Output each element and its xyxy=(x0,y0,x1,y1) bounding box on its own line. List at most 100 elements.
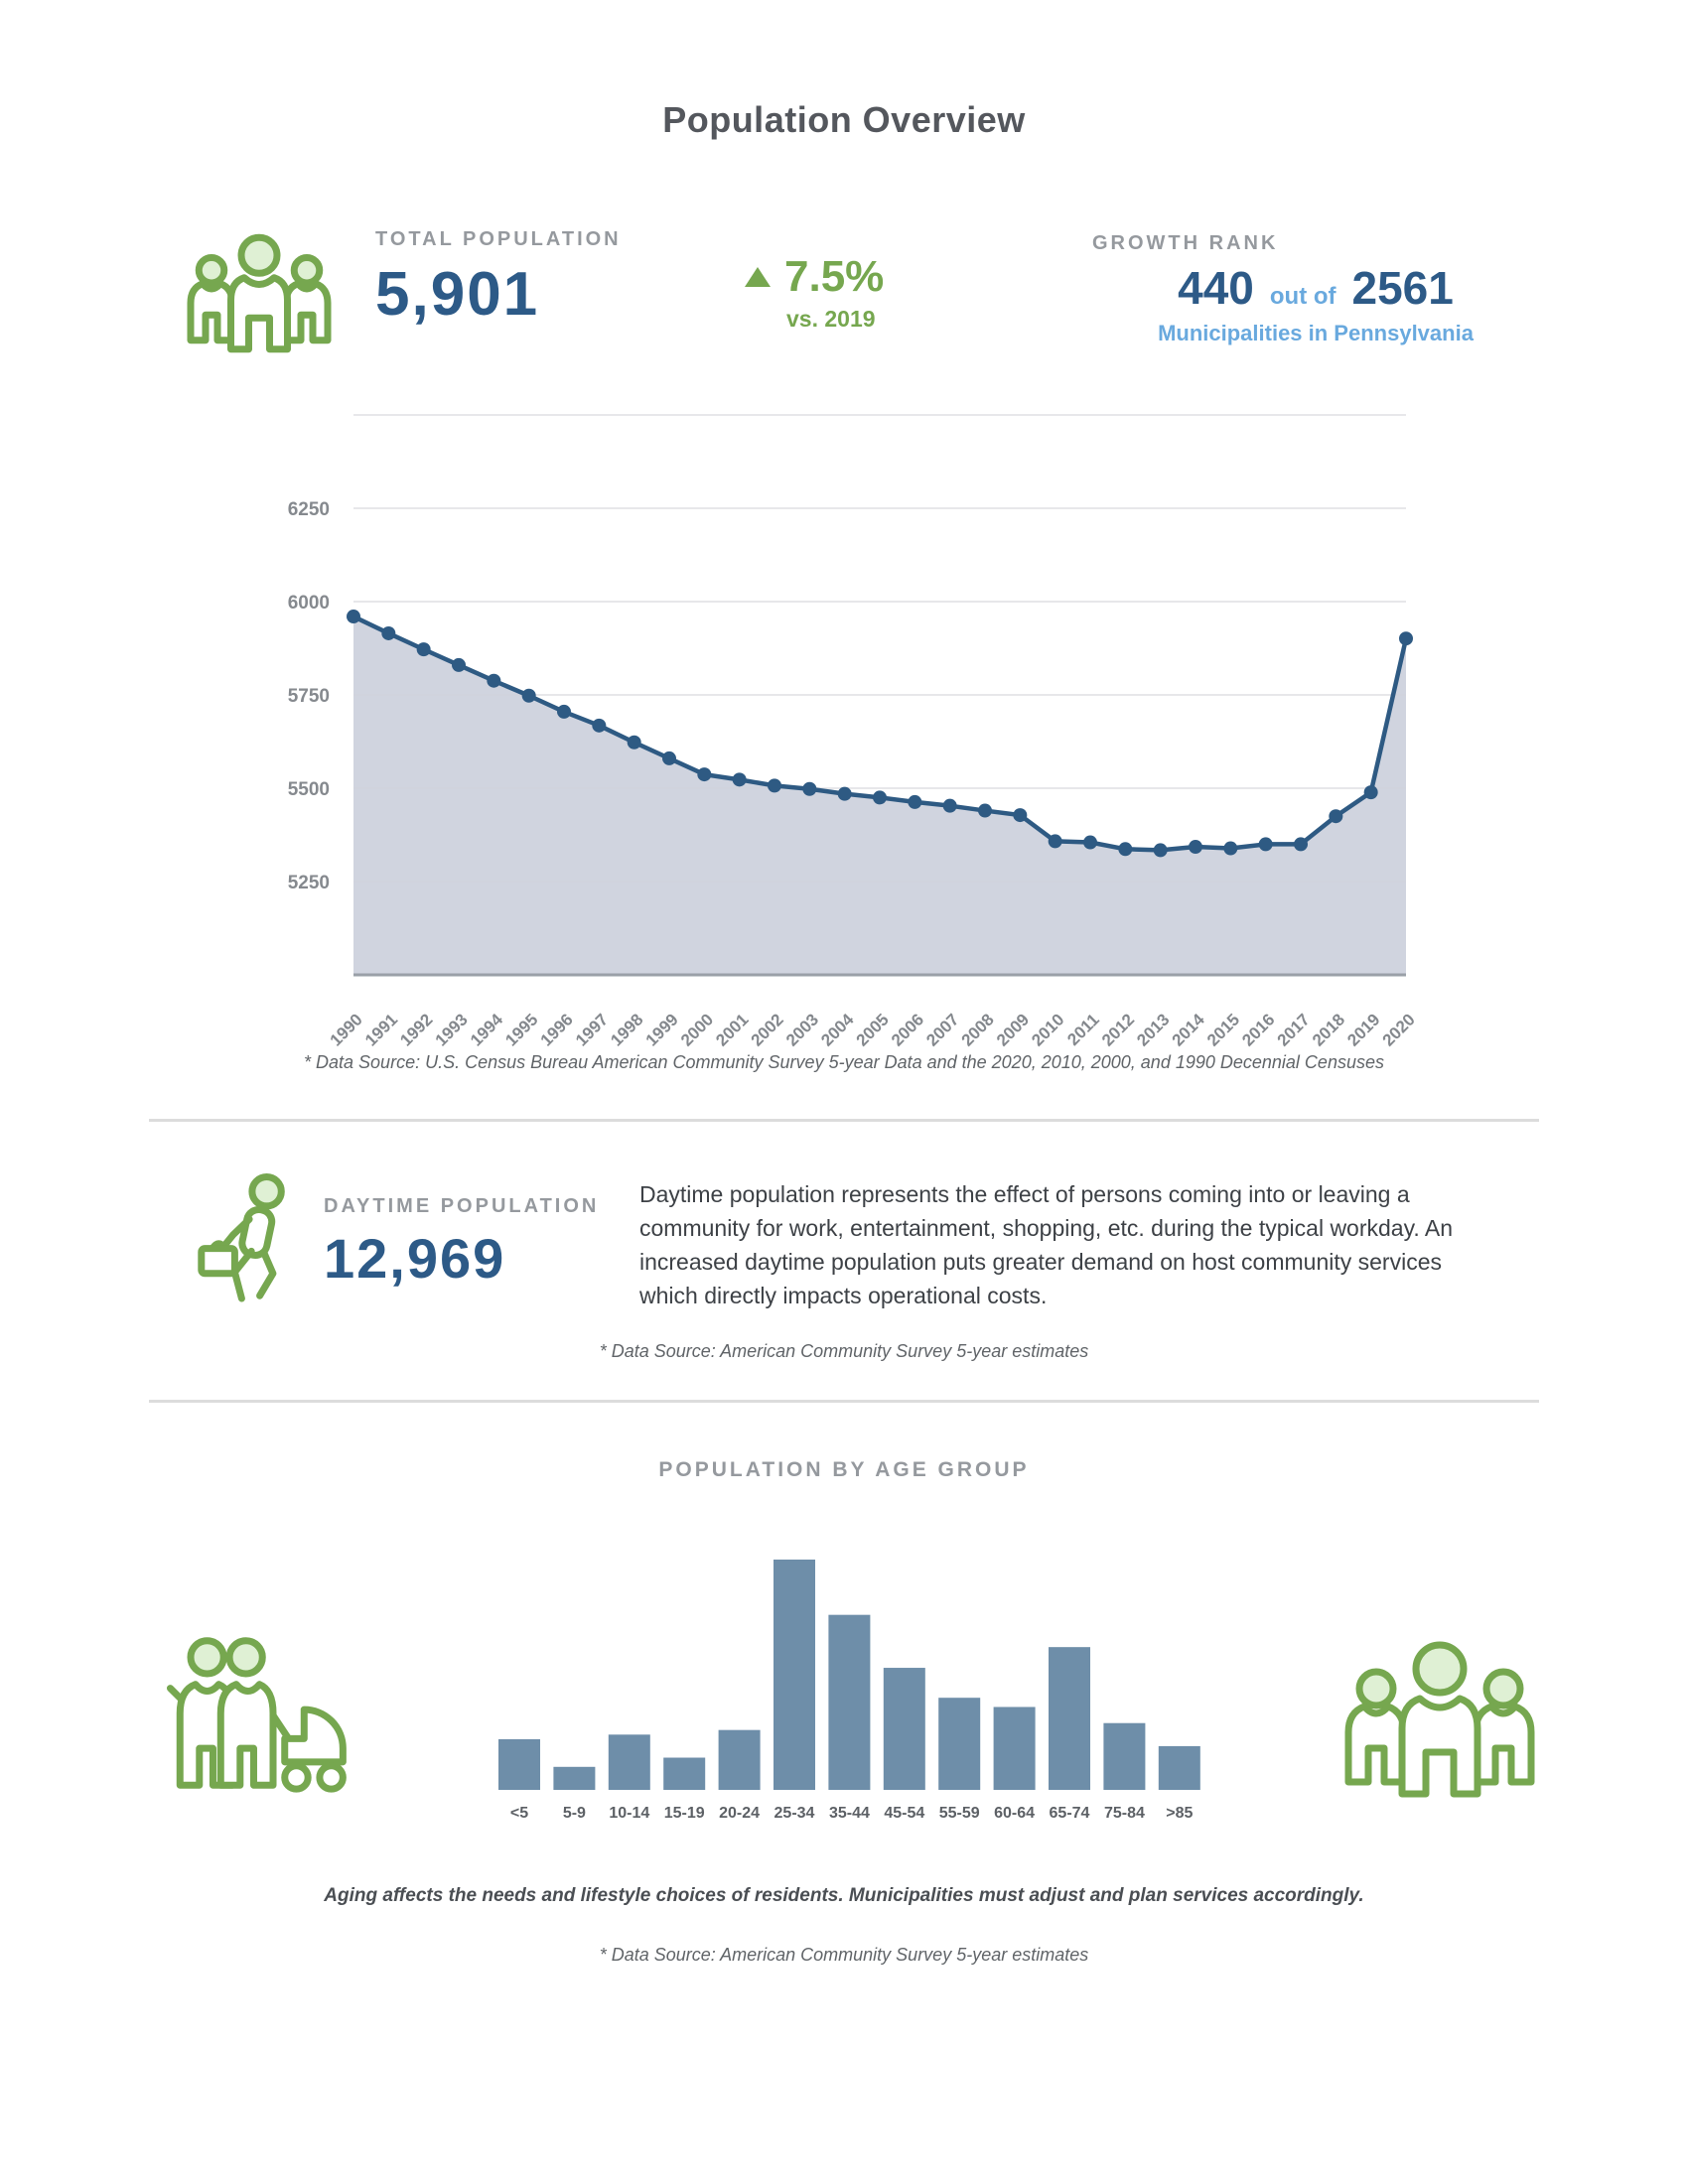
data-point xyxy=(908,794,922,809)
population-change-stat: 7.5% vs. 2019 xyxy=(745,222,1072,333)
data-point xyxy=(1083,835,1097,850)
data-point xyxy=(1223,841,1238,856)
daytime-population-section: DAYTIME POPULATION 12,969 Daytime popula… xyxy=(149,1152,1539,1325)
x-tick-label: 2004 xyxy=(817,1010,858,1050)
age-bar xyxy=(498,1738,540,1790)
daytime-footnote: * Data Source: American Community Survey… xyxy=(599,1341,1089,1361)
age-bar-label: 45-54 xyxy=(884,1805,924,1822)
data-point xyxy=(1294,837,1308,852)
total-population-label: TOTAL POPULATION xyxy=(375,228,622,250)
growth-rank-total: 2561 xyxy=(1351,262,1454,314)
population-overview-page: Population Overview TOTAL POPULATION 5,9… xyxy=(149,99,1539,1965)
total-population-text: TOTAL POPULATION 5,901 xyxy=(375,222,622,366)
x-tick-label: 2002 xyxy=(748,1010,787,1049)
x-tick-label: 1994 xyxy=(467,1010,507,1050)
section-divider xyxy=(149,1400,1539,1403)
x-tick-label: 1990 xyxy=(327,1010,366,1049)
population-change-row: 7.5% xyxy=(745,252,1072,302)
x-tick-label: 2009 xyxy=(993,1010,1033,1049)
age-bar-label: 60-64 xyxy=(994,1805,1035,1822)
x-tick-label: 2011 xyxy=(1063,1010,1103,1049)
x-tick-label: 2015 xyxy=(1203,1010,1243,1049)
x-tick-label: 2013 xyxy=(1133,1010,1173,1049)
age-footnote: * Data Source: American Community Survey… xyxy=(599,1945,1089,1965)
people-group-icon xyxy=(1340,1633,1539,1802)
daytime-population-value: 12,969 xyxy=(324,1227,506,1290)
walking-person-briefcase-icon xyxy=(185,1152,324,1325)
data-point xyxy=(416,642,431,657)
population-trend-section: 6250 6000 5750 5500 5250 1990 1991 1992 1993 1994… xyxy=(149,411,1539,1073)
x-tick-label: 2019 xyxy=(1343,1010,1383,1049)
data-point xyxy=(381,625,396,640)
x-tick-label: 2003 xyxy=(782,1010,822,1049)
data-point xyxy=(592,718,607,733)
x-tick-label: 2001 xyxy=(712,1010,752,1049)
age-caption: Aging affects the needs and lifestyle ch… xyxy=(324,1885,1364,1906)
x-tick-label: 1995 xyxy=(501,1010,541,1049)
total-population-stat: TOTAL POPULATION 5,901 xyxy=(149,222,745,366)
section-divider xyxy=(149,1119,1539,1122)
age-group-title: POPULATION BY AGE GROUP xyxy=(658,1458,1030,1481)
x-tick-label: 2007 xyxy=(922,1010,962,1049)
data-point xyxy=(347,610,360,624)
growth-rank-stat: GROWTH RANK 440 out of 2561 Municipaliti… xyxy=(1092,222,1539,346)
family-stroller-icon xyxy=(149,1625,357,1802)
x-tick-label: 2000 xyxy=(677,1010,717,1049)
population-trend-chart: 6250 6000 5750 5500 5250 19901991199219931994… xyxy=(288,414,1419,1050)
x-tick-label: 2018 xyxy=(1309,1010,1348,1049)
x-tick-label: 2014 xyxy=(1169,1010,1209,1050)
data-point xyxy=(1013,808,1028,823)
data-point xyxy=(837,786,852,801)
age-bar-label: 15-19 xyxy=(664,1805,705,1822)
data-point xyxy=(662,751,676,765)
age-bar xyxy=(1158,1745,1200,1790)
x-tick-label: 2012 xyxy=(1098,1010,1138,1049)
data-point xyxy=(978,803,992,818)
data-point xyxy=(1153,843,1168,858)
age-bar-label: 55-59 xyxy=(939,1805,980,1822)
data-point xyxy=(768,778,781,793)
y-tick-label: 5500 xyxy=(288,779,330,800)
data-point xyxy=(802,781,817,796)
data-point xyxy=(873,790,887,805)
age-bar-label: 75-84 xyxy=(1104,1805,1145,1822)
age-bar-label: 65-74 xyxy=(1050,1805,1090,1822)
growth-rank-row: 440 out of 2561 xyxy=(1092,261,1539,315)
age-bar xyxy=(608,1734,650,1790)
x-tick-label: 2006 xyxy=(888,1010,927,1049)
age-group-row: <5 5-9 10-14 15-19 20-24 25-34 35-44 45-54 55-59… xyxy=(149,1552,1539,1840)
y-tick-label: 6250 xyxy=(288,499,330,520)
data-point xyxy=(1363,785,1378,800)
data-point xyxy=(627,735,641,750)
x-tick-label: 2005 xyxy=(853,1010,893,1049)
data-point xyxy=(1329,809,1343,824)
age-bar-label: 25-34 xyxy=(774,1805,815,1822)
x-tick-label: 1993 xyxy=(432,1010,472,1049)
x-tick-label: 1999 xyxy=(642,1010,682,1049)
x-tick-label: 1996 xyxy=(537,1010,577,1049)
x-tick-label: 1991 xyxy=(361,1010,401,1049)
area-fill xyxy=(353,616,1406,975)
trend-footnote: * Data Source: U.S. Census Bureau Americ… xyxy=(304,1052,1384,1072)
age-bar-label: 5-9 xyxy=(563,1805,586,1822)
x-tick-label: 2016 xyxy=(1238,1010,1278,1049)
y-tick-label: 6000 xyxy=(288,593,330,614)
age-bar-label: 10-14 xyxy=(609,1805,649,1822)
growth-rank-separator: out of xyxy=(1269,283,1336,310)
age-bar xyxy=(1103,1722,1146,1790)
x-tick-label: 1992 xyxy=(396,1010,436,1049)
data-point xyxy=(487,673,501,688)
data-point xyxy=(452,657,466,672)
age-bar-label: 35-44 xyxy=(829,1805,870,1822)
age-bar-label: >85 xyxy=(1166,1805,1193,1822)
up-triangle-icon xyxy=(745,267,771,287)
data-point xyxy=(1189,840,1202,855)
age-bar xyxy=(663,1757,706,1790)
age-bar-label: <5 xyxy=(510,1805,528,1822)
daytime-description: Daytime population represents the effect… xyxy=(639,1181,1454,1308)
daytime-population-text: DAYTIME POPULATION 12,969 xyxy=(324,1189,622,1291)
y-tick-label: 5750 xyxy=(288,686,330,707)
data-point xyxy=(557,704,571,719)
x-tick-label: 2010 xyxy=(1028,1010,1067,1049)
age-bar xyxy=(993,1706,1036,1790)
